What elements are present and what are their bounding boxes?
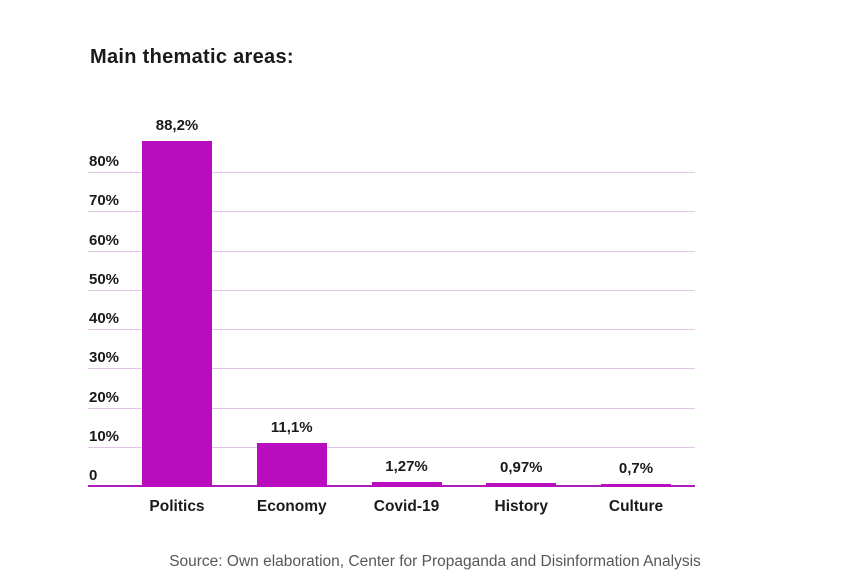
bar-culture (601, 484, 671, 487)
bar-economy (256, 443, 327, 487)
bar-value-label-culture: 0,7% (618, 460, 654, 478)
y-axis-tick-label: 40% (89, 310, 120, 327)
bar-chart: 0 10% 20% 30% 40% 50% 60% 70% 80% 88,2% Politics 11… (88, 117, 695, 515)
gridline (88, 250, 695, 252)
bar-value-label-history: 0,97% (499, 459, 543, 477)
y-axis-tick-label: 70% (89, 192, 120, 210)
gridline (88, 329, 695, 330)
y-axis-tick-label: 80% (89, 153, 120, 170)
bar-value-label-politics: 88,2% (155, 116, 199, 134)
y-axis-tick-label: 20% (89, 388, 120, 406)
gridline (88, 446, 695, 448)
x-axis-category-label-politics: Politics (149, 498, 205, 515)
x-axis-category-label-covid-19: Covid-19 (373, 498, 440, 515)
y-axis-tick-label: 10% (89, 427, 120, 445)
bar-covid-19 (371, 482, 442, 487)
y-axis-tick-label: 0 (89, 467, 98, 484)
source-caption: Source: Own elaboration, Center for Prop… (169, 553, 701, 570)
x-axis-category-label-culture: Culture (608, 498, 664, 515)
y-axis-tick-label: 30% (89, 349, 120, 367)
gridline (88, 368, 695, 370)
chart-title: Main thematic areas: (90, 46, 294, 68)
gridline (88, 211, 695, 213)
gridline (88, 407, 695, 409)
bar-politics (142, 140, 212, 487)
y-axis-tick-label: 60% (89, 231, 120, 249)
y-axis-tick-label: 50% (89, 270, 120, 288)
x-axis-category-label-history: History (494, 498, 548, 515)
bar-value-label-economy: 11,1% (270, 419, 313, 437)
gridline (88, 289, 695, 291)
bar-history (486, 483, 557, 487)
gridline (88, 172, 695, 173)
x-axis-category-label-economy: Economy (256, 498, 327, 515)
bar-value-label-covid-19: 1,27% (385, 458, 428, 476)
